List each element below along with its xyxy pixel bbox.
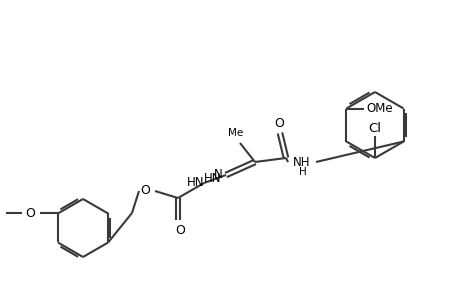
Text: O: O [140, 184, 150, 196]
Text: Me: Me [228, 128, 243, 138]
Text: O: O [25, 207, 35, 220]
Text: O: O [274, 116, 283, 130]
Text: OMe: OMe [365, 102, 392, 115]
Text: Cl: Cl [368, 122, 381, 134]
Text: HN: HN [187, 176, 204, 188]
Text: HN: HN [204, 172, 221, 184]
Text: H: H [298, 167, 306, 177]
Text: N: N [213, 167, 222, 181]
Text: O: O [175, 224, 185, 236]
Text: NH: NH [293, 155, 310, 169]
